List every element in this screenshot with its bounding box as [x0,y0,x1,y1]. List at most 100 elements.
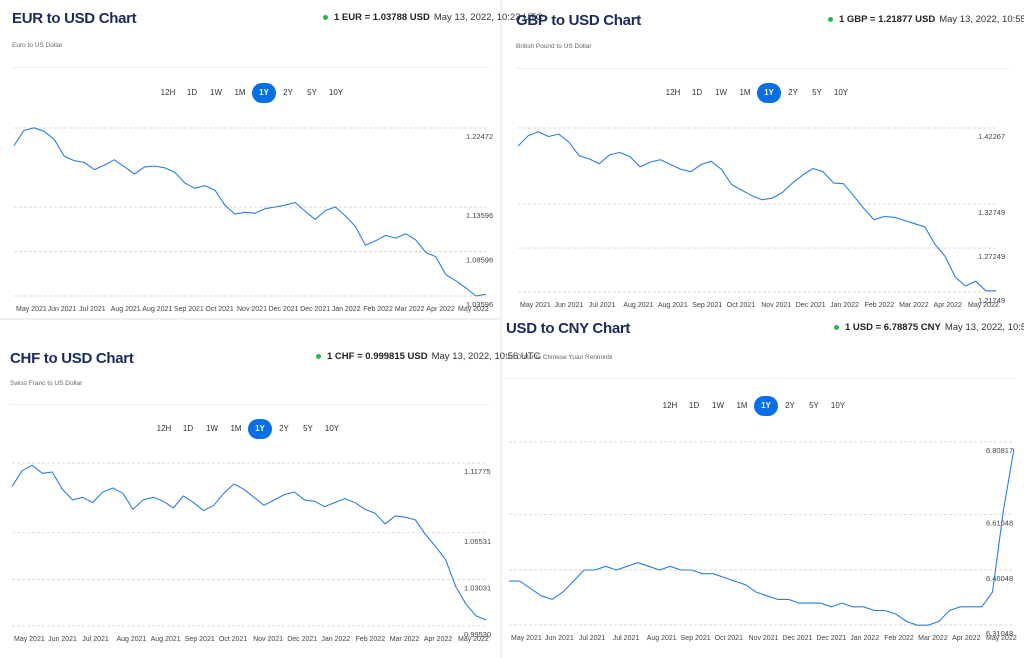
chart-title: EUR to USD Chart [12,10,137,27]
range-button-5y[interactable]: 5Y [307,88,317,97]
range-button-1m[interactable]: 1M [230,424,242,433]
range-button-2y[interactable]: 2Y [279,424,289,433]
x-tick-label: Dec 2021 [816,635,846,642]
x-tick-label: Apr 2022 [426,306,455,313]
series-line [517,131,996,292]
range-button-1d[interactable]: 1D [182,424,194,433]
range-button-5y[interactable]: 5Y [303,424,313,433]
rate-info: 1 CHF = 0.999815 USD May 13, 2022, 10:56… [316,351,540,362]
x-tick-label: May 2021 [16,306,47,313]
x-tick-label: May 2022 [458,636,489,643]
time-range-selector: 12H 1D 1W 1M 1Y 2Y 5Y 10Y [658,396,850,416]
x-tick-label: Aug 2021 [151,636,181,643]
time-range-selector: 12H 1D 1W 1M 1Y 2Y 5Y 10Y [156,83,348,103]
x-tick-label: Jun 2021 [545,635,574,642]
range-button-12h[interactable]: 12H [160,88,176,97]
rate-timestamp: May 13, 2022, 10:58 UTC [944,322,1024,333]
range-button-1y[interactable]: 1Y [248,419,272,439]
range-button-2y[interactable]: 2Y [788,88,798,97]
x-tick-label: Mar 2022 [395,306,425,313]
range-button-1y[interactable]: 1Y [754,396,778,416]
range-button-1m[interactable]: 1M [234,88,246,97]
range-button-1w[interactable]: 1W [210,88,222,97]
rate-value: 1 EUR = 1.03788 USD [334,12,430,23]
rate-value: 1 GBP = 1.21877 USD [839,14,936,25]
x-tick-label: Aug 2021 [623,302,653,309]
range-button-10y[interactable]: 10Y [830,401,846,410]
cny-chart: 6.80817 6.61048 6.46048 6.31048 May 2021 Jun … [509,441,1017,642]
x-tick-label: Dec 2021 [269,306,299,313]
rate-value: 1 CHF = 0.999815 USD [327,351,428,362]
x-tick-label: Oct 2021 [219,636,248,643]
range-button-1d[interactable]: 1D [688,401,700,410]
range-button-5y[interactable]: 5Y [809,401,819,410]
time-range-selector: 12H 1D 1W 1M 1Y 2Y 5Y 10Y [152,419,344,439]
range-button-1w[interactable]: 1W [206,424,218,433]
rate-info: 1 USD = 6.78875 CNY May 13, 2022, 10:58 … [834,322,1024,333]
range-button-1d[interactable]: 1D [186,88,198,97]
x-tick-label: Jan 2022 [321,636,350,643]
y-tick-label: 1.03596 [466,300,493,309]
header-separator [10,404,490,405]
y-tick-label: 1.13596 [466,211,493,220]
y-tick-label: 1.11775 [464,467,491,476]
live-dot-icon [323,15,328,20]
x-tick-label: May 2022 [458,306,489,313]
x-tick-label: Nov 2021 [237,306,267,313]
range-button-12h[interactable]: 12H [156,424,172,433]
range-button-10y[interactable]: 10Y [324,424,340,433]
range-button-12h[interactable]: 12H [662,401,678,410]
x-tick-label: Aug 2021 [111,306,141,313]
rate-info: 1 GBP = 1.21877 USD May 13, 2022, 10:55 … [828,14,1024,25]
range-button-2y[interactable]: 2Y [283,88,293,97]
y-tick-label: 1.27249 [978,252,1005,261]
x-tick-label: Mar 2022 [899,302,929,309]
y-tick-label: 1.32749 [978,208,1005,217]
series-line [13,127,487,297]
range-button-10y[interactable]: 10Y [328,88,344,97]
chart-title: GBP to USD Chart [516,12,641,29]
range-button-1m[interactable]: 1M [739,88,751,97]
range-button-5y[interactable]: 5Y [812,88,822,97]
y-tick-label: 1.42267 [978,132,1005,141]
horizontal-divider [0,318,500,320]
x-tick-label: Jan 2022 [830,302,859,309]
rate-timestamp: May 13, 2022, 10:23 UTC [433,12,543,23]
x-tick-label: Dec 2021 [287,636,317,643]
range-button-12h[interactable]: 12H [665,88,681,97]
x-tick-label: Feb 2022 [884,635,914,642]
y-tick-label: 1.03031 [464,583,491,592]
y-tick-label: 0.99530 [464,630,491,639]
x-tick-label: May 2021 [520,302,551,309]
range-button-1w[interactable]: 1W [712,401,724,410]
range-button-10y[interactable]: 10Y [833,88,849,97]
chart-subtitle: Euro to US Dollar [12,42,63,49]
x-tick-label: Sep 2021 [692,302,722,309]
y-tick-label: 1.21749 [978,296,1005,305]
header-separator [506,378,1014,379]
range-button-1y[interactable]: 1Y [757,83,781,103]
x-tick-label: Oct 2021 [727,302,756,309]
range-button-2y[interactable]: 2Y [785,401,795,410]
x-tick-label: Dec 2021 [300,306,330,313]
x-tick-label: Aug 2021 [658,302,688,309]
x-tick-label: Dec 2021 [782,635,812,642]
x-tick-label: Jan 2022 [332,306,361,313]
x-tick-label: Sep 2021 [681,635,711,642]
x-tick-label: Oct 2021 [715,635,744,642]
series-line [509,448,1015,626]
rate-info: 1 EUR = 1.03788 USD May 13, 2022, 10:23 … [323,12,543,23]
range-button-1m[interactable]: 1M [736,401,748,410]
x-tick-label: Apr 2022 [934,302,963,309]
y-tick-label: 6.46048 [986,574,1013,583]
range-button-1d[interactable]: 1D [691,88,703,97]
x-tick-label: Nov 2021 [749,635,779,642]
x-tick-label: Jan 2022 [850,635,879,642]
x-tick-label: Sep 2021 [174,306,204,313]
x-tick-label: Aug 2021 [142,306,172,313]
chart-title: USD to CNY Chart [506,320,631,337]
range-button-1y[interactable]: 1Y [252,83,276,103]
rate-timestamp: May 13, 2022, 10:55 UTC [939,14,1024,25]
x-tick-label: May 2021 [511,635,542,642]
range-button-1w[interactable]: 1W [715,88,727,97]
